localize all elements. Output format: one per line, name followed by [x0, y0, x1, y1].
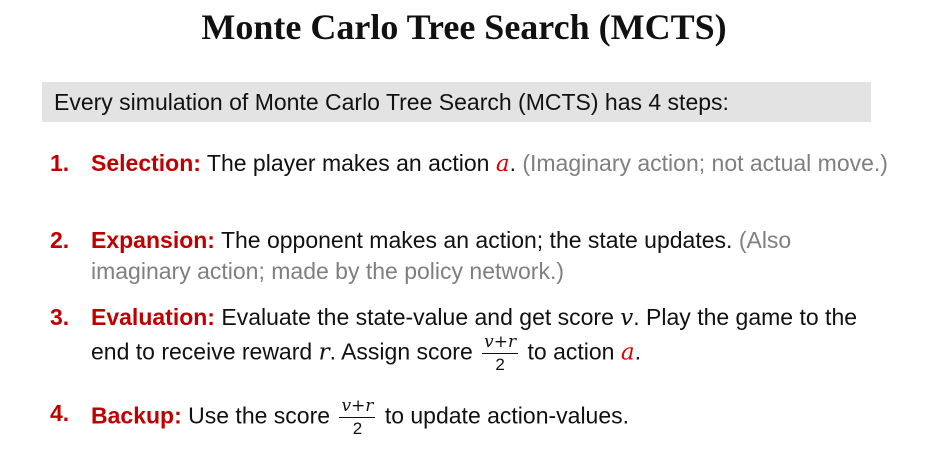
step-heading: Expansion:	[91, 227, 215, 253]
step-text: . Assign score	[329, 338, 473, 365]
step-heading: Backup:	[91, 402, 182, 429]
score-fraction: v+r 2	[339, 396, 376, 438]
step-number: 3.	[50, 304, 70, 330]
step-number: 2.	[50, 227, 70, 253]
step-text: . Play the game to the end to receive re…	[91, 304, 858, 365]
step-note: (Also imaginary action; made by the poli…	[91, 227, 792, 284]
step-number: 4.	[50, 400, 70, 426]
reward-variable: r	[318, 339, 330, 366]
action-variable: a	[495, 151, 510, 177]
step-heading: Evaluation:	[91, 304, 215, 330]
value-variable: v	[620, 305, 634, 331]
step-heading: Selection:	[91, 150, 201, 176]
score-fraction: v+r 2	[482, 332, 519, 374]
step-expansion: 2. Expansion: The opponent makes an acti…	[50, 225, 890, 287]
fraction-numerator: v+r	[482, 332, 519, 354]
step-text: Use the score	[188, 402, 331, 429]
step-text: to action	[527, 338, 615, 365]
step-text-end: .	[634, 338, 641, 365]
step-text-end: .	[509, 150, 516, 176]
intro-banner: Every simulation of Monte Carlo Tree Sea…	[42, 82, 871, 122]
fraction-numerator: v+r	[339, 396, 376, 418]
step-number: 1.	[50, 150, 70, 176]
step-text: The opponent makes an action; the state …	[220, 227, 733, 253]
step-text: to update action-values.	[384, 402, 630, 429]
step-evaluation: 3. Evaluation: Evaluate the state-value …	[50, 302, 890, 373]
step-text: The player makes an action	[206, 150, 490, 176]
page-title: Monte Carlo Tree Search (MCTS)	[201, 7, 727, 47]
fraction-denominator: 2	[495, 355, 505, 374]
step-selection: 1. Selection: The player makes an action…	[50, 148, 890, 180]
fraction-denominator: 2	[352, 419, 363, 438]
step-backup: 4. Backup: Use the score v+r 2 to update …	[50, 396, 890, 438]
step-note: (Imaginary action; not actual move.)	[522, 150, 888, 176]
step-text: Evaluate the state-value and get score	[221, 304, 614, 330]
action-variable: a	[620, 339, 635, 366]
